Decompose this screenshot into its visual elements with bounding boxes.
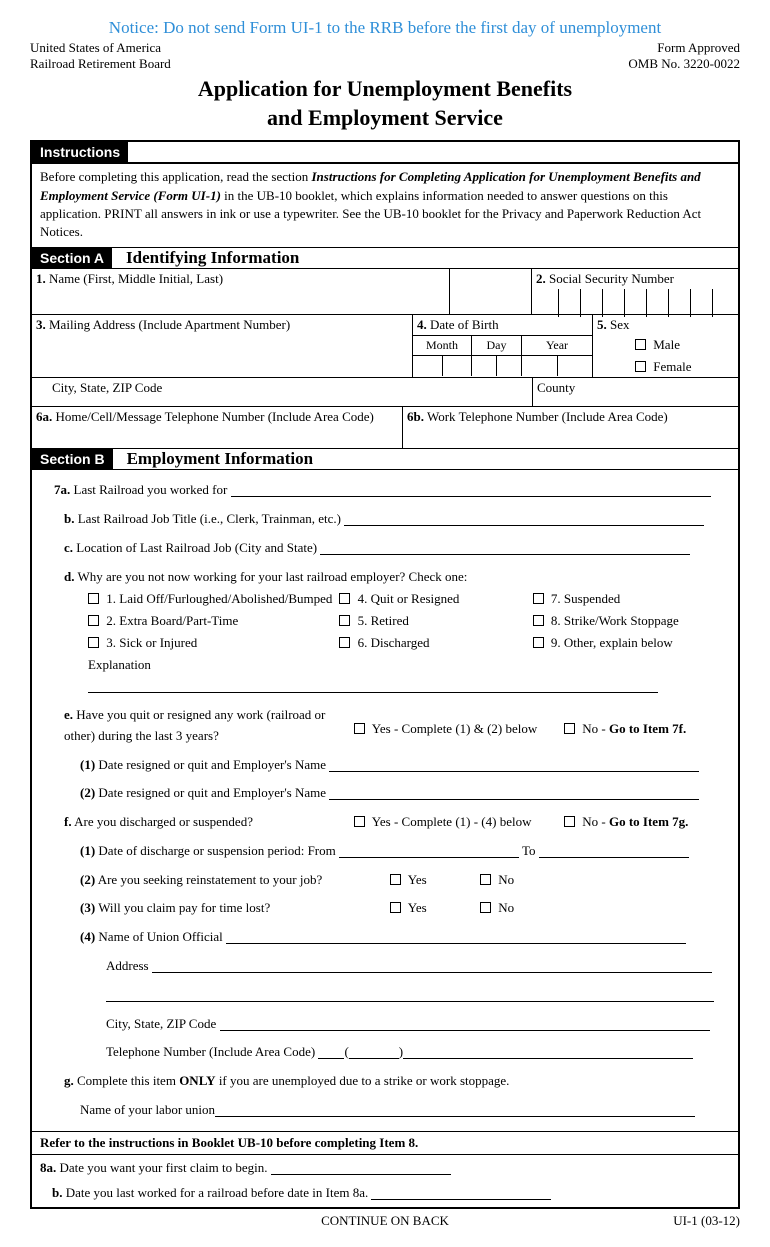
form-title: Application for Unemployment Benefitsand… — [30, 75, 740, 132]
continue-text: CONTINUE ON BACK — [130, 1213, 640, 1229]
explanation-input[interactable] — [88, 679, 658, 693]
q5-label: Sex — [610, 317, 630, 332]
chk-d6[interactable] — [339, 637, 350, 648]
q6b-label: Work Telephone Number (Include Area Code… — [427, 409, 668, 424]
form-approved: Form Approved — [628, 40, 740, 56]
section-a-title: Identifying Information — [126, 248, 299, 268]
chk-d9[interactable] — [533, 637, 544, 648]
chk-f3-yes[interactable] — [390, 902, 401, 913]
notice-banner: Notice: Do not send Form UI-1 to the RRB… — [30, 18, 740, 38]
section-a-label: Section A — [32, 248, 112, 268]
chk-d3[interactable] — [88, 637, 99, 648]
faddr2-input[interactable] — [106, 988, 714, 1002]
header-row: United States of AmericaRailroad Retirem… — [30, 40, 740, 71]
f1-from-input[interactable] — [339, 844, 519, 858]
q8b-input[interactable] — [371, 1186, 551, 1200]
q1-label: Name (First, Middle Initial, Last) — [49, 271, 223, 286]
county-label: County — [532, 378, 738, 406]
chk-f3-no[interactable] — [480, 902, 491, 913]
chk-7e-yes[interactable] — [354, 723, 365, 734]
city-label: City, State, ZIP Code — [32, 378, 532, 406]
faddr-input[interactable] — [152, 959, 712, 973]
f4-input[interactable] — [226, 930, 686, 944]
form-container: Instructions Before completing this appl… — [30, 140, 740, 1209]
q7b-input[interactable] — [344, 512, 704, 526]
q3-label: Mailing Address (Include Apartment Numbe… — [49, 317, 290, 332]
chk-f2-yes[interactable] — [390, 874, 401, 885]
chk-d8[interactable] — [533, 615, 544, 626]
chk-f2-no[interactable] — [480, 874, 491, 885]
checkbox-female[interactable] — [635, 361, 646, 372]
q2-label: Social Security Number — [549, 271, 674, 286]
e1-input[interactable] — [329, 758, 699, 772]
chk-d4[interactable] — [339, 593, 350, 604]
ftel-input[interactable] — [403, 1045, 693, 1059]
e2-input[interactable] — [329, 786, 699, 800]
q6a-label: Home/Cell/Message Telephone Number (Incl… — [56, 409, 374, 424]
q7c-input[interactable] — [320, 541, 690, 555]
ftel-area[interactable] — [349, 1045, 399, 1059]
chk-d1[interactable] — [88, 593, 99, 604]
chk-7f-yes[interactable] — [354, 816, 365, 827]
q7a-input[interactable] — [231, 483, 711, 497]
instructions-text: Before completing this application, read… — [32, 163, 738, 248]
f1-to-input[interactable] — [539, 844, 689, 858]
form-id: UI-1 (03-12) — [640, 1213, 740, 1229]
chk-7f-no[interactable] — [564, 816, 575, 827]
q8a-input[interactable] — [271, 1161, 451, 1175]
q4-label: Date of Birth — [430, 317, 499, 332]
org-line1: United States of America — [30, 40, 171, 56]
gname-input[interactable] — [215, 1103, 695, 1117]
omb-number: OMB No. 3220-0022 — [628, 56, 740, 72]
instructions-label: Instructions — [32, 142, 128, 162]
refer-note: Refer to the instructions in Booklet UB-… — [32, 1131, 738, 1155]
chk-d7[interactable] — [533, 593, 544, 604]
checkbox-male[interactable] — [635, 339, 646, 350]
chk-d5[interactable] — [339, 615, 350, 626]
footer: CONTINUE ON BACK UI-1 (03-12) — [30, 1213, 740, 1229]
section-b-title: Employment Information — [127, 449, 314, 469]
org-line2: Railroad Retirement Board — [30, 56, 171, 72]
section-b-label: Section B — [32, 449, 113, 469]
chk-7e-no[interactable] — [564, 723, 575, 734]
chk-d2[interactable] — [88, 615, 99, 626]
